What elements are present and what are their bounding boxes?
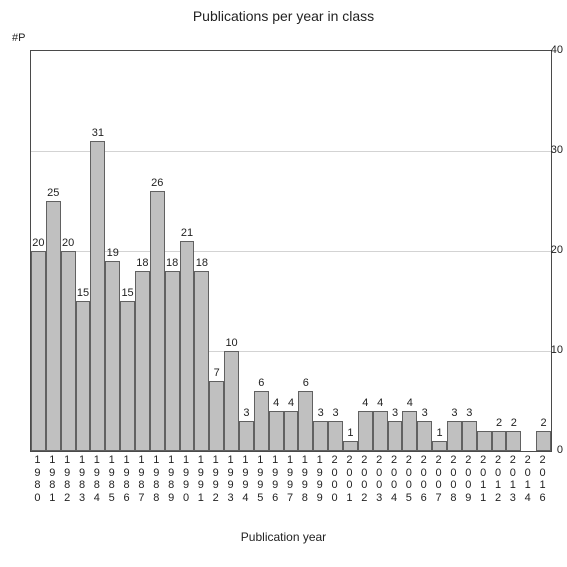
bar-value-label: 26 <box>0 177 417 189</box>
x-tick-label: 2 0 1 2 <box>491 454 506 505</box>
y-tick-label: 30 <box>537 144 563 156</box>
x-tick-label: 1 9 8 4 <box>89 454 104 505</box>
plot-area: 2025201531191518261821187103644633144343… <box>30 50 552 452</box>
x-tick-label: 2 0 0 5 <box>401 454 416 505</box>
bar <box>135 271 150 451</box>
y-tick-label: 40 <box>537 44 563 56</box>
bar-value-label: 6 <box>46 377 566 389</box>
x-tick-label: 2 0 1 1 <box>476 454 491 505</box>
x-tick-label: 1 9 8 5 <box>104 454 119 505</box>
x-tick-label: 2 0 0 2 <box>357 454 372 505</box>
x-tick-label: 2 0 0 3 <box>372 454 387 505</box>
x-tick-label: 1 9 9 6 <box>268 454 283 505</box>
bar-value-label: 21 <box>0 227 447 239</box>
x-axis-title: Publication year <box>0 530 567 544</box>
x-tick-label: 1 9 9 9 <box>312 454 327 505</box>
x-tick-label: 2 0 0 1 <box>342 454 357 505</box>
bar <box>492 431 507 451</box>
bar <box>194 271 209 451</box>
x-tick-label: 1 9 8 6 <box>119 454 134 505</box>
y-tick-label: 20 <box>537 244 563 256</box>
y-axis-label: #P <box>12 32 25 44</box>
x-tick-label: 1 9 8 8 <box>149 454 164 505</box>
x-tick-label: 2 0 0 8 <box>446 454 461 505</box>
gridline <box>31 151 551 152</box>
x-tick-label: 1 9 9 3 <box>223 454 238 505</box>
x-tick-label: 1 9 9 0 <box>179 454 194 505</box>
bar-value-label: 18 <box>0 257 462 269</box>
chart-title: Publications per year in class <box>0 8 567 24</box>
chart-container: Publications per year in class #P 202520… <box>0 0 567 567</box>
bar <box>506 431 521 451</box>
x-tick-label: 1 9 9 2 <box>208 454 223 505</box>
y-tick-label: 10 <box>537 344 563 356</box>
x-tick-label: 1 9 9 8 <box>297 454 312 505</box>
bar <box>432 441 447 451</box>
bar-value-label: 31 <box>0 127 358 139</box>
x-tick-label: 1 9 9 7 <box>283 454 298 505</box>
bar <box>343 441 358 451</box>
x-tick-label: 2 0 0 4 <box>387 454 402 505</box>
bar-value-label: 2 <box>284 417 567 429</box>
bar <box>165 271 180 451</box>
x-tick-label: 1 9 8 7 <box>134 454 149 505</box>
x-tick-label: 2 0 0 6 <box>416 454 431 505</box>
bar <box>61 251 76 451</box>
x-tick-label: 1 9 8 0 <box>30 454 45 505</box>
x-tick-label: 2 0 1 6 <box>535 454 550 505</box>
x-tick-label: 2 0 0 7 <box>431 454 446 505</box>
x-tick-label: 1 9 9 4 <box>238 454 253 505</box>
x-tick-label: 1 9 9 5 <box>253 454 268 505</box>
bar <box>31 251 46 451</box>
x-tick-label: 1 9 9 1 <box>193 454 208 505</box>
x-tick-label: 2 0 0 0 <box>327 454 342 505</box>
x-tick-label: 1 9 8 3 <box>75 454 90 505</box>
x-tick-label: 2 0 1 4 <box>520 454 535 505</box>
bar <box>477 431 492 451</box>
x-tick-label: 1 9 8 9 <box>164 454 179 505</box>
x-tick-label: 2 0 0 9 <box>461 454 476 505</box>
x-tick-label: 1 9 8 1 <box>45 454 60 505</box>
x-tick-label: 2 0 1 3 <box>505 454 520 505</box>
bar-value-label: 10 <box>0 337 492 349</box>
x-tick-label: 1 9 8 2 <box>60 454 75 505</box>
